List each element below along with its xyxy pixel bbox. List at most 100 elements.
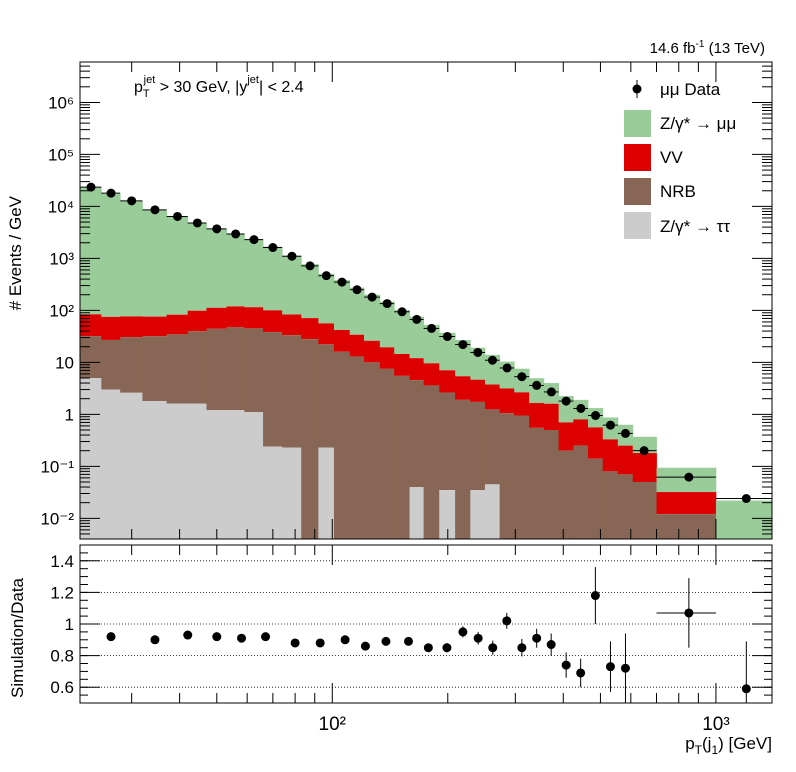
dy-mumu-bar bbox=[80, 187, 102, 315]
vv-bar bbox=[120, 316, 143, 338]
vv-bar bbox=[409, 358, 425, 381]
data-point-marker bbox=[442, 331, 452, 341]
data-point bbox=[206, 224, 227, 234]
data-point-marker bbox=[487, 355, 497, 365]
nrb-bar bbox=[166, 334, 189, 404]
nrb-bar bbox=[617, 474, 634, 539]
data-point-marker bbox=[321, 271, 331, 281]
vv-bar bbox=[226, 306, 245, 328]
vv-bar bbox=[206, 307, 227, 329]
nrb-bar bbox=[470, 401, 486, 491]
nrb-bar bbox=[573, 445, 589, 539]
vv-bar bbox=[282, 314, 302, 336]
nrb-bar bbox=[206, 328, 227, 411]
cut-label: pTjet > 30 GeV, |yjet| < 2.4 bbox=[134, 74, 304, 100]
nrb-bar bbox=[301, 339, 319, 539]
vv-bar bbox=[394, 353, 410, 376]
ratio-point bbox=[183, 630, 193, 640]
data-point-marker bbox=[639, 446, 649, 456]
nrb-bar bbox=[484, 409, 501, 485]
data-point-marker bbox=[173, 211, 183, 221]
dy-mumu-bar bbox=[349, 287, 365, 335]
ratio-point-marker bbox=[106, 632, 116, 642]
data-point bbox=[333, 277, 350, 287]
ratio-point-marker bbox=[403, 636, 413, 646]
legend-entry-data: μμ Data bbox=[632, 80, 721, 99]
data-point bbox=[543, 387, 559, 397]
nrb-bar bbox=[333, 351, 351, 539]
ratio-y-tick-label: 0.6 bbox=[50, 678, 74, 697]
data-point bbox=[318, 271, 334, 281]
data-point-marker bbox=[684, 472, 694, 482]
vv-bar bbox=[484, 384, 501, 410]
data-point-marker bbox=[546, 387, 556, 397]
ratio-point-marker bbox=[340, 635, 350, 645]
ratio-y-tick-label: 1.4 bbox=[50, 552, 74, 571]
dy-mumu-bar bbox=[142, 209, 168, 317]
data-points bbox=[80, 182, 772, 504]
ratio-point-marker bbox=[532, 633, 542, 643]
dy-tautau-bar bbox=[282, 447, 302, 539]
data-point bbox=[120, 196, 143, 206]
data-point-marker bbox=[127, 196, 137, 206]
data-point bbox=[263, 243, 283, 253]
vv-bar bbox=[587, 427, 604, 459]
legend: μμ Data Z/γ* → μμ VV NRB Z/γ* → ττ bbox=[624, 80, 736, 239]
nrb-bar bbox=[514, 415, 530, 539]
data-point-marker bbox=[502, 363, 512, 373]
data-point-marker bbox=[458, 340, 468, 350]
data-point bbox=[499, 363, 515, 373]
nrb-bar bbox=[349, 356, 365, 539]
ratio-point bbox=[360, 641, 370, 651]
vv-bar bbox=[617, 445, 634, 475]
ratio-point-marker bbox=[590, 591, 600, 601]
ratio-point bbox=[237, 633, 247, 643]
nrb-bar bbox=[558, 450, 574, 539]
legend-entry-dy-tautau: Z/γ* → ττ bbox=[624, 212, 730, 239]
data-point-marker bbox=[337, 277, 347, 287]
legend-entry-dy-mumu: Z/γ* → μμ bbox=[624, 110, 736, 137]
dy-tautau-bar bbox=[142, 401, 168, 539]
data-point bbox=[166, 211, 188, 221]
y-tick-label: 10⁴ bbox=[48, 197, 74, 216]
nrb-bar bbox=[282, 335, 302, 448]
x-tick-label: 10³ bbox=[702, 714, 729, 735]
nrb-bar bbox=[142, 336, 168, 402]
dy-mumu-bar bbox=[632, 436, 657, 454]
lumi-label: 14.6 fb-1 (13 TeV) bbox=[650, 39, 765, 57]
legend-entry-vv: VV bbox=[624, 144, 683, 171]
ratio-point bbox=[290, 638, 300, 648]
dy-mumu-bar bbox=[439, 332, 456, 371]
data-point-marker bbox=[741, 494, 751, 504]
vv-bar bbox=[439, 370, 456, 393]
dy-tautau-bar bbox=[226, 410, 245, 539]
data-point-marker bbox=[268, 243, 278, 253]
ratio-point-marker bbox=[741, 684, 751, 694]
ratio-point bbox=[403, 636, 413, 646]
ratio-point-marker bbox=[261, 632, 271, 642]
dy-mumu-bar bbox=[318, 273, 335, 324]
ratio-point-marker bbox=[620, 663, 630, 673]
ratio-point bbox=[576, 658, 586, 688]
data-point-marker bbox=[591, 411, 601, 421]
nrb-bar bbox=[394, 375, 410, 539]
dy-mumu-bar bbox=[715, 500, 772, 539]
y-tick-label: 10 bbox=[55, 353, 74, 372]
ratio-point bbox=[488, 640, 498, 655]
data-point bbox=[244, 235, 264, 245]
data-point bbox=[226, 229, 245, 239]
legend-entry-nrb: NRB bbox=[624, 178, 696, 205]
svg-text:NRB: NRB bbox=[660, 182, 696, 201]
data-point bbox=[587, 411, 603, 421]
y-tick-label: 10⁵ bbox=[48, 145, 74, 164]
ratio-point bbox=[473, 631, 483, 645]
ratio-point bbox=[502, 612, 512, 629]
dy-mumu-bar bbox=[379, 301, 395, 348]
data-point bbox=[455, 340, 471, 350]
y-tick-label: 10⁶ bbox=[48, 93, 74, 112]
vv-bar bbox=[558, 422, 574, 451]
data-point-marker bbox=[367, 292, 377, 302]
ratio-point bbox=[442, 642, 452, 653]
nrb-bar bbox=[80, 336, 102, 379]
data-point-marker bbox=[231, 229, 241, 239]
